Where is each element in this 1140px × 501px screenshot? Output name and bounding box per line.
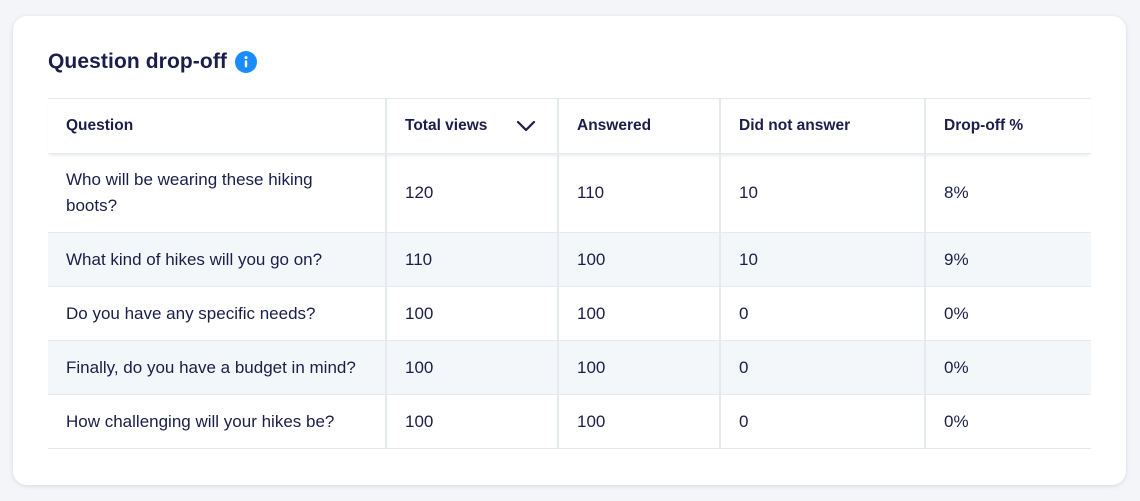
question-cell: Do you have any specific needs? [48,286,387,341]
question-cell: How challenging will your hikes be? [48,394,387,449]
answered-cell: 100 [558,232,721,287]
column-header-question[interactable]: Question [48,98,387,154]
question-cell: Who will be wearing these hiking boots? [48,153,387,233]
column-header-drop-off[interactable]: Drop-off % [944,117,1024,134]
table-row: Who will be wearing these hiking boots? … [48,153,1091,233]
info-icon[interactable] [235,51,258,73]
drop-off-cell: 8% [944,183,969,202]
card-title: Question drop-off [48,50,228,73]
drop-off-cell: 0% [944,303,969,323]
table-row: How challenging will your hikes be? 100 … [48,394,1091,449]
answered-cell: 100 [558,340,721,395]
answered-cell: 100 [558,394,721,449]
total-views-cell: 100 [386,340,559,395]
drop-off-cell: 0% [944,357,969,377]
did-not-answer-cell: 0 [720,340,926,395]
column-header-answered[interactable]: Answered [558,98,721,154]
total-views-cell: 110 [386,232,559,287]
did-not-answer-cell: 10 [720,232,926,287]
table-row: Finally, do you have a budget in mind? 1… [48,340,1091,395]
did-not-answer-cell: 0 [720,286,926,341]
total-views-cell: 120 [386,153,559,233]
did-not-answer-cell: 0 [720,394,926,449]
column-header-total-views[interactable]: Total views [386,98,559,154]
drop-off-cell: 9% [944,249,969,269]
dropoff-table: Question Total views Answered Did not an… [48,98,1091,449]
answered-cell: 100 [558,286,721,341]
chevron-down-icon[interactable] [513,116,539,136]
question-dropoff-card: Question drop-off Question Total views [13,16,1126,485]
table-row: Do you have any specific needs? 100 100 … [48,286,1091,341]
drop-off-cell: 0% [944,411,969,431]
column-header-label: Total views [405,117,488,134]
total-views-cell: 100 [386,286,559,341]
answered-cell: 110 [558,153,721,233]
question-cell: Finally, do you have a budget in mind? [48,340,387,395]
table-header-row: Question Total views Answered Did not an… [48,98,1091,154]
column-header-did-not-answer[interactable]: Did not answer [720,98,926,154]
table-row: What kind of hikes will you go on? 110 1… [48,232,1091,287]
total-views-cell: 100 [386,394,559,449]
did-not-answer-cell: 10 [720,153,926,233]
question-cell: What kind of hikes will you go on? [48,232,387,287]
card-header: Question drop-off [48,50,258,74]
